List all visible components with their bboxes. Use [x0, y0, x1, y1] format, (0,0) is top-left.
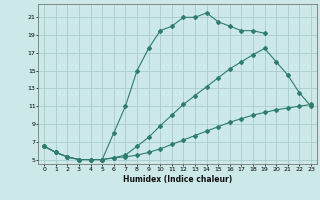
X-axis label: Humidex (Indice chaleur): Humidex (Indice chaleur): [123, 175, 232, 184]
